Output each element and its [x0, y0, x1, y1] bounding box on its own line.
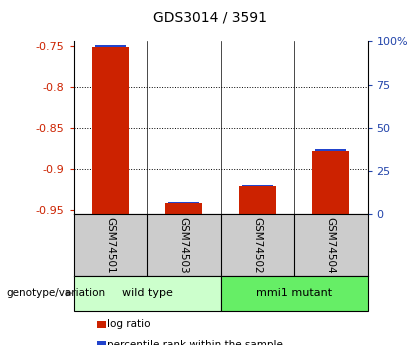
Text: percentile rank within the sample: percentile rank within the sample: [107, 340, 283, 345]
Bar: [312, 151, 349, 214]
Bar: [97, 321, 106, 328]
Bar: [94, 45, 126, 47]
Text: GSM74502: GSM74502: [252, 217, 262, 273]
Bar: [220, 276, 368, 310]
Bar: [74, 276, 220, 310]
Text: log ratio: log ratio: [107, 319, 151, 329]
Bar: [315, 149, 346, 151]
Bar: [239, 186, 276, 214]
Bar: [241, 185, 273, 186]
Bar: [165, 203, 202, 214]
Text: GSM74503: GSM74503: [179, 217, 189, 273]
Text: GSM74501: GSM74501: [105, 217, 115, 273]
Bar: [97, 341, 106, 345]
Bar: [92, 47, 129, 214]
Text: GDS3014 / 3591: GDS3014 / 3591: [153, 10, 267, 24]
Text: GSM74504: GSM74504: [326, 217, 336, 273]
Text: genotype/variation: genotype/variation: [6, 288, 105, 298]
Text: wild type: wild type: [121, 288, 173, 298]
Text: mmi1 mutant: mmi1 mutant: [256, 288, 332, 298]
